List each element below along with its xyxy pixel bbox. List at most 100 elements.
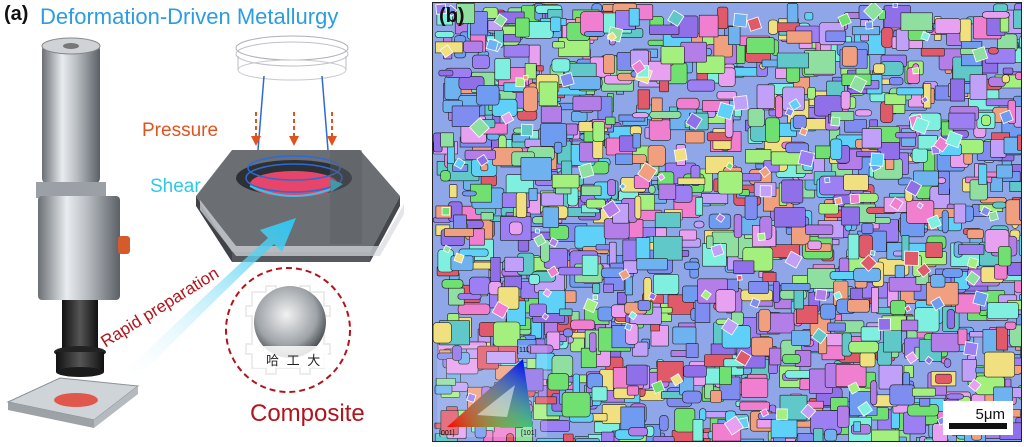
orientation-cube [732, 95, 749, 111]
grain [853, 421, 861, 433]
orientation-cube [592, 294, 599, 301]
orientation-cube [865, 21, 874, 30]
grain [900, 319, 919, 332]
grain [841, 46, 858, 67]
orientation-cube [800, 403, 817, 420]
grain [900, 12, 933, 31]
scale-bar-box [943, 401, 1013, 435]
composite-ring [225, 267, 351, 393]
grain [1004, 321, 1017, 330]
grain [584, 31, 605, 37]
grain [911, 387, 936, 397]
orientation-cube [493, 13, 508, 28]
grain [601, 431, 615, 441]
ipf-legend: [001] [101] [111] [437, 345, 547, 437]
orientation-cube [921, 95, 929, 104]
grain [592, 121, 605, 142]
grain [632, 112, 650, 119]
grain [854, 109, 873, 117]
grain [756, 84, 775, 110]
grain [1009, 324, 1021, 347]
grain [768, 19, 778, 35]
orientation-cube [834, 196, 843, 206]
orientation-cube [847, 381, 861, 395]
grain [719, 366, 732, 386]
orientation-cube [799, 127, 809, 137]
grain [750, 336, 773, 357]
grain [586, 373, 604, 389]
grain [649, 111, 682, 119]
grain [807, 87, 816, 100]
grain [835, 364, 867, 387]
grain [637, 89, 650, 110]
grain [462, 190, 477, 197]
grain [770, 151, 802, 166]
grain [548, 440, 573, 441]
grain [684, 261, 700, 270]
grain [1015, 72, 1021, 80]
sample-inscription: 哈 工 大 [266, 353, 323, 368]
grain [793, 289, 804, 310]
orientation-cube [933, 135, 950, 153]
grain [433, 322, 452, 344]
grain [1017, 134, 1021, 151]
grain [966, 228, 984, 239]
grain [628, 427, 649, 437]
spindle-collar [36, 182, 106, 198]
grain [772, 281, 780, 303]
orientation-cube [972, 290, 989, 307]
grain [881, 27, 894, 48]
grain [818, 203, 839, 215]
orientation-cube [889, 196, 904, 211]
orientation-cube [469, 117, 490, 138]
grain [637, 299, 651, 311]
grain [934, 18, 961, 35]
orientation-cube [651, 380, 666, 395]
orientation-cube [904, 305, 912, 313]
grain [648, 119, 671, 141]
grain [895, 132, 917, 139]
composite-label: Composite [250, 400, 365, 427]
orientation-cube [618, 268, 631, 281]
grain [733, 214, 743, 238]
grain [538, 81, 558, 107]
grain [658, 183, 677, 200]
grain [520, 157, 552, 181]
grain [717, 6, 729, 30]
orientation-cube [965, 270, 981, 286]
grain [919, 397, 931, 407]
orientation-cube [476, 154, 489, 167]
grain [758, 309, 771, 333]
grain [540, 238, 550, 263]
grain [486, 351, 516, 364]
panel-b-label: (b) [439, 5, 465, 27]
grain [563, 328, 574, 338]
spindle-neck [62, 300, 98, 352]
orientation-cube [648, 292, 657, 301]
orientation-cube [685, 112, 703, 130]
orientation-cube [837, 12, 852, 28]
grain [497, 286, 520, 310]
grain [841, 206, 860, 226]
grain [653, 236, 683, 261]
grain [735, 438, 764, 441]
grain [1019, 294, 1021, 301]
orientation-cube [945, 130, 963, 149]
orientation-cube [905, 351, 919, 365]
grain [997, 246, 1012, 267]
orientation-cube [466, 392, 477, 403]
orientation-cube [710, 243, 725, 258]
grain [551, 174, 580, 189]
grain [825, 30, 847, 42]
grain [476, 85, 500, 106]
grain [565, 123, 578, 136]
orientation-cube [924, 355, 934, 365]
grain [492, 321, 521, 347]
grain [906, 200, 935, 224]
grain [747, 280, 769, 294]
grain [698, 14, 719, 38]
grain [647, 145, 666, 167]
grain [540, 192, 564, 207]
orientation-cube [776, 408, 788, 421]
orientation-cube [631, 59, 647, 75]
